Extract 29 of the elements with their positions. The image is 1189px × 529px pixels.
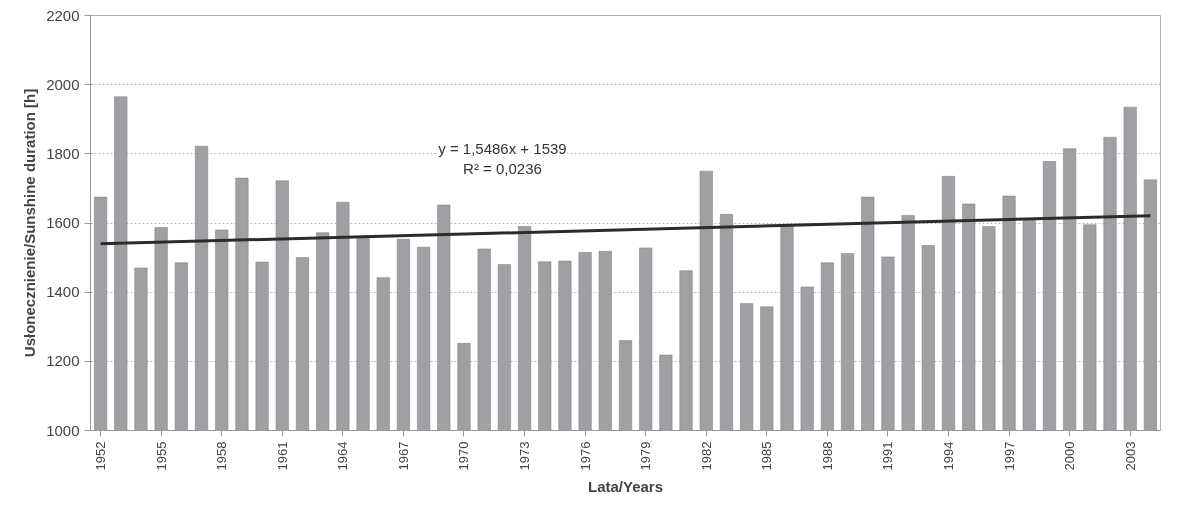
annotation: y = 1,5486x + 1539 <box>438 139 567 157</box>
x-tick-label: 1964 <box>335 441 351 471</box>
annotation: R² = 0,0236 <box>463 160 542 178</box>
y-axis-title: Usłonecznienie/Sunshine duration [h] <box>21 88 39 358</box>
x-tick-label: 1976 <box>577 441 593 471</box>
y-tick-label: 2000 <box>46 75 80 93</box>
x-tick-label: 1952 <box>93 441 109 471</box>
x-tick-label: 1961 <box>274 441 290 471</box>
y-tick-label: 1000 <box>46 421 80 439</box>
x-tick-label: 1955 <box>153 441 169 471</box>
y-tick-label: 1800 <box>46 144 80 162</box>
y-tick-label: 2200 <box>46 6 80 24</box>
x-axis-title: Lata/Years <box>587 478 664 496</box>
x-tick-label: 1982 <box>698 441 714 471</box>
y-tick-label: 1600 <box>46 214 80 231</box>
x-tick-label: 1991 <box>880 441 896 471</box>
y-tick-label: 1400 <box>46 283 80 301</box>
x-tick-label: 1979 <box>638 441 654 471</box>
x-tick-label: 1970 <box>456 441 472 471</box>
x-tick-label: 1958 <box>214 441 230 471</box>
x-tick-label: 2000 <box>1062 441 1078 471</box>
x-tick-label: 1967 <box>395 441 411 471</box>
x-tick-label: 1994 <box>941 441 957 471</box>
y-tick-label: 1200 <box>46 352 80 370</box>
x-tick-label: 1988 <box>819 441 835 471</box>
x-tick-label: 2003 <box>1122 441 1138 471</box>
x-tick-label: 1985 <box>759 441 775 471</box>
x-tick-label: 1973 <box>517 441 533 471</box>
x-tick-label: 1997 <box>1001 441 1017 471</box>
